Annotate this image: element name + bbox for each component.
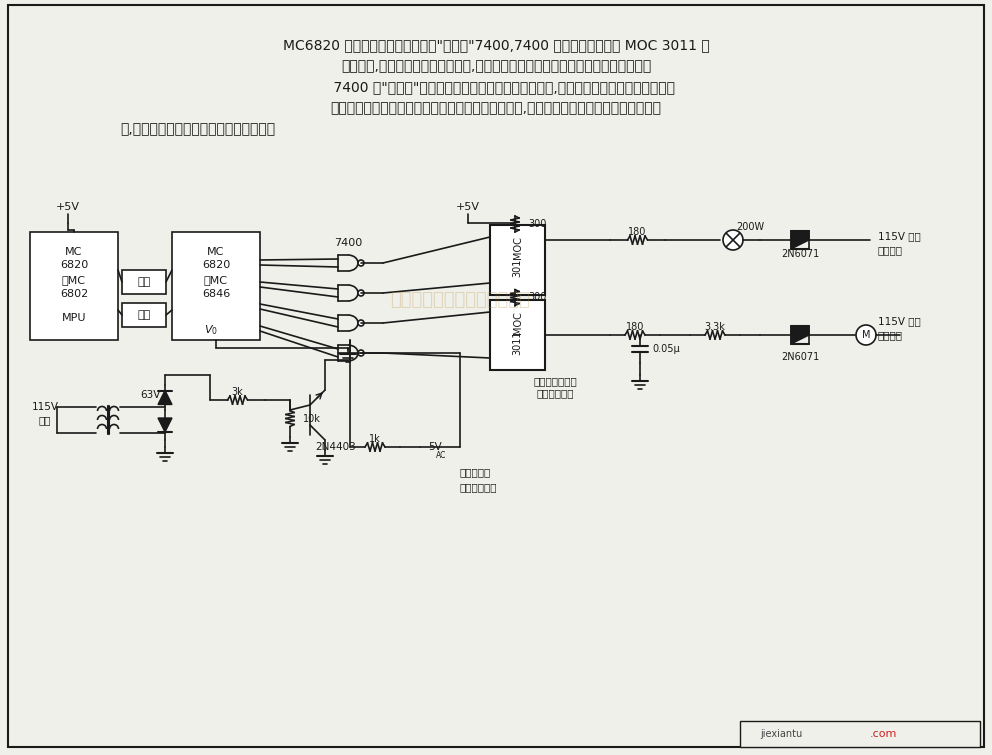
Text: .com: .com — [870, 729, 898, 739]
Bar — [172, 232, 260, 340]
Text: 300: 300 — [528, 219, 547, 229]
Polygon shape — [791, 326, 809, 335]
Text: 选用与否任意: 选用与否任意 — [460, 482, 498, 492]
Text: 180: 180 — [628, 227, 647, 237]
Polygon shape — [791, 326, 809, 344]
Text: 3k: 3k — [231, 387, 243, 397]
Text: 63V: 63V — [140, 390, 160, 400]
Text: 115V 交流: 115V 交流 — [878, 316, 921, 326]
Text: 零交叉电路: 零交叉电路 — [460, 467, 491, 477]
Text: 阻性负载: 阻性负载 — [878, 245, 903, 255]
Polygon shape — [158, 418, 172, 432]
Text: 零点时才能导通。这样做可以延长白炽灯的使用寿命,减小浪涌电流对三端双向可控硅的冲: 零点时才能导通。这样做可以延长白炽灯的使用寿命,减小浪涌电流对三端双向可控硅的冲 — [330, 101, 662, 115]
Text: 7400 中"与非门"的第二个输入端接上晶体管定时电路,则可控硅只有在交流输入电压过: 7400 中"与非门"的第二个输入端接上晶体管定时电路,则可控硅只有在交流输入电… — [316, 80, 676, 94]
Polygon shape — [791, 231, 809, 240]
Text: 深圳市弘宝科技集团有限公司: 深圳市弘宝科技集团有限公司 — [390, 291, 530, 309]
Text: 2N6071: 2N6071 — [781, 249, 819, 259]
Text: MPU: MPU — [62, 313, 86, 323]
Text: 1k: 1k — [369, 434, 381, 444]
Text: +5V: +5V — [456, 202, 480, 212]
Text: 180: 180 — [626, 322, 644, 332]
Text: 3.3k: 3.3k — [704, 322, 725, 332]
Text: 5V: 5V — [428, 442, 441, 452]
Circle shape — [358, 290, 364, 296]
Text: 10k: 10k — [303, 414, 320, 424]
Text: MOC: MOC — [513, 312, 523, 334]
Text: 3011: 3011 — [513, 331, 523, 356]
Circle shape — [723, 230, 743, 250]
Text: 115V 交流: 115V 交流 — [878, 231, 921, 241]
Text: 301: 301 — [513, 259, 523, 277]
Text: $V_0$: $V_0$ — [204, 323, 218, 337]
Text: 交流: 交流 — [39, 415, 52, 425]
Text: 300: 300 — [528, 292, 547, 303]
Text: 2N6071: 2N6071 — [781, 352, 819, 362]
Text: MC: MC — [65, 247, 82, 257]
Text: 7400: 7400 — [334, 238, 362, 248]
Text: 6820: 6820 — [60, 260, 88, 270]
Text: +5V: +5V — [56, 202, 80, 212]
Text: 击,并减小负载开关时所产生的反电动势。: 击,并减小负载开关时所产生的反电动势。 — [120, 122, 275, 136]
Circle shape — [358, 320, 364, 326]
Text: 光电式三端双向: 光电式三端双向 — [533, 376, 577, 386]
Polygon shape — [791, 231, 809, 249]
Bar — [490, 225, 545, 295]
Text: 2N4403: 2N4403 — [315, 442, 356, 452]
Text: MC: MC — [207, 247, 224, 257]
Text: jiexiantu: jiexiantu — [760, 729, 803, 739]
Text: 6802: 6802 — [60, 289, 88, 299]
Polygon shape — [158, 390, 172, 405]
Text: 或MC: 或MC — [62, 275, 86, 285]
Bar — [490, 300, 545, 370]
Bar — [122, 270, 166, 294]
Text: 6846: 6846 — [202, 289, 230, 299]
Bar — [122, 303, 166, 327]
Text: MOC: MOC — [513, 236, 523, 260]
Text: AC: AC — [436, 451, 446, 460]
Text: 地址: 地址 — [137, 277, 151, 287]
Bar — [740, 721, 980, 747]
Text: 数据: 数据 — [137, 310, 151, 320]
Text: 115V: 115V — [32, 402, 59, 412]
Text: 6820: 6820 — [202, 260, 230, 270]
Text: MC6820 型外部接口转换器驱动四"与非门"7400,7400 的输出信号馈送给 MOC 3011 光: MC6820 型外部接口转换器驱动四"与非门"7400,7400 的输出信号馈送… — [283, 38, 709, 52]
Circle shape — [358, 260, 364, 266]
Text: 可控硅驱动器: 可控硅驱动器 — [537, 388, 573, 398]
Text: 200W: 200W — [736, 222, 764, 232]
Text: M: M — [862, 330, 870, 340]
Text: 电隔离器,由它控制三端双向可控硅,再由可控硅控制交流阻性负载或交流感性负载。: 电隔离器,由它控制三端双向可控硅,再由可控硅控制交流阻性负载或交流感性负载。 — [341, 59, 651, 73]
Circle shape — [856, 325, 876, 345]
Text: 或MC: 或MC — [204, 275, 228, 285]
Text: 0.05μ: 0.05μ — [652, 344, 680, 354]
Circle shape — [358, 350, 364, 356]
Text: 感性负载: 感性负载 — [878, 330, 903, 340]
Bar — [30, 232, 118, 340]
